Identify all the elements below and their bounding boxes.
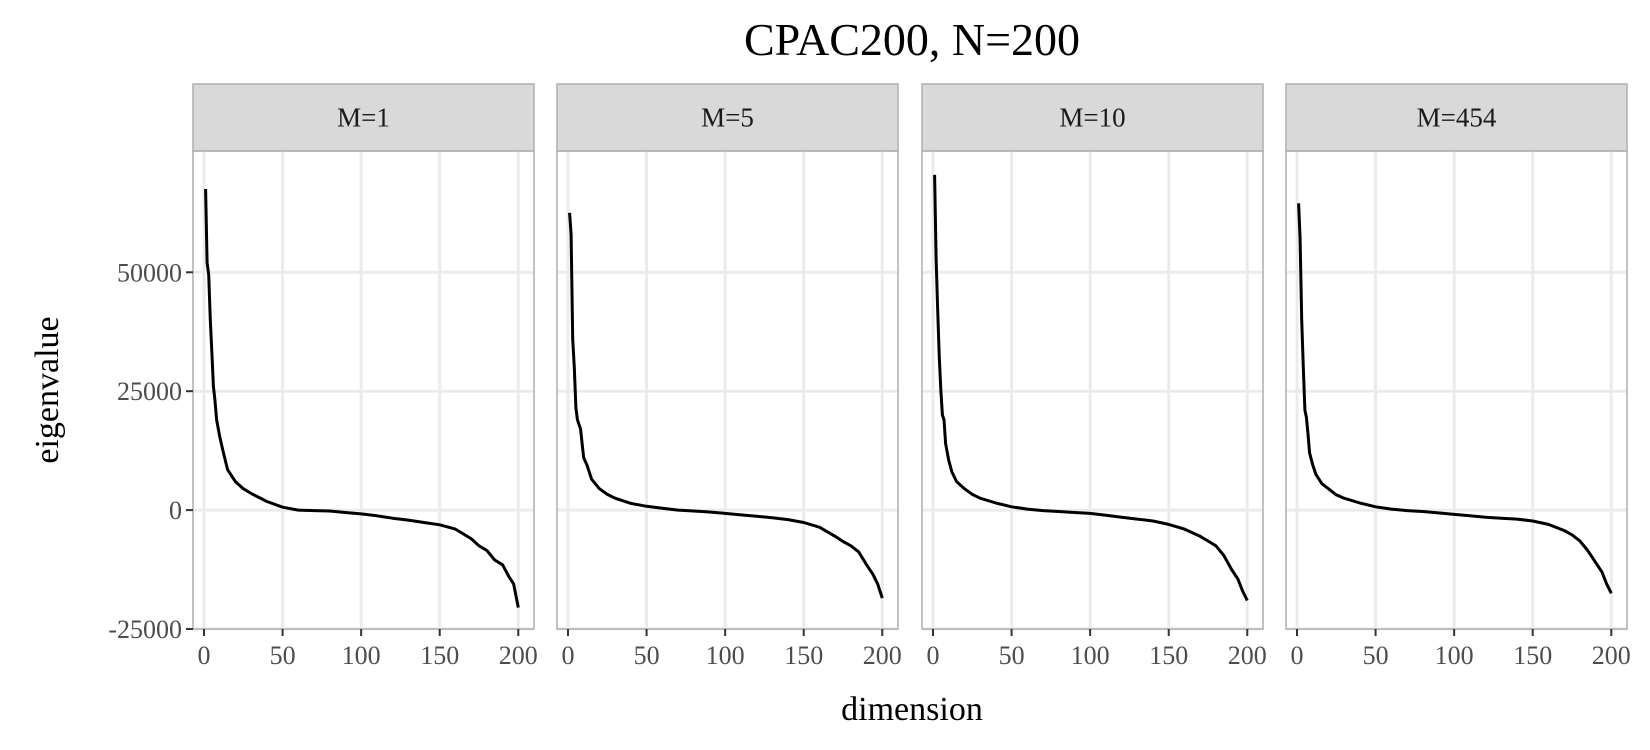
x-tick-label: 150 bbox=[1149, 641, 1188, 670]
panels-group: M=1050100150200M=5050100150200M=10050100… bbox=[193, 84, 1631, 670]
x-tick-label: 100 bbox=[1071, 641, 1110, 670]
panel-3: M=10 0 50 100 150 200 bbox=[922, 84, 1267, 670]
x-tick-label: 100 bbox=[706, 641, 745, 670]
panel-strip-label: M=454 bbox=[1417, 103, 1497, 133]
panel-2: M=5 0 50 100 150 200 bbox=[557, 84, 902, 670]
y-tick-label: 50000 bbox=[117, 258, 182, 287]
x-tick-label: 150 bbox=[420, 641, 459, 670]
y-axis-title: eigenvalue bbox=[29, 316, 66, 463]
panel-strip-label: M=1 bbox=[337, 103, 390, 133]
x-tick-label: 200 bbox=[863, 641, 902, 670]
panel-1: M=1 0 50 100 150 200 bbox=[193, 84, 538, 670]
x-tick-label: 50 bbox=[999, 641, 1025, 670]
panel-4: M=454 0 50 100 150 200 bbox=[1286, 84, 1631, 670]
x-tick-label: 50 bbox=[634, 641, 660, 670]
x-tick-label: 100 bbox=[1435, 641, 1474, 670]
x-tick-label: 200 bbox=[1228, 641, 1267, 670]
y-tick-label: -25000 bbox=[108, 615, 182, 644]
x-axis-title: dimension bbox=[841, 691, 983, 728]
x-tick-label: 150 bbox=[784, 641, 823, 670]
panel-strip-label: M=5 bbox=[701, 103, 754, 133]
y-tick-label: 0 bbox=[169, 496, 182, 525]
x-tick-label: 200 bbox=[1592, 641, 1631, 670]
x-tick-label: 50 bbox=[1363, 641, 1389, 670]
x-tick-label: 50 bbox=[270, 641, 296, 670]
x-tick-label: 0 bbox=[927, 641, 940, 670]
x-tick-label: 0 bbox=[1291, 641, 1304, 670]
panel-strip-label: M=10 bbox=[1059, 103, 1125, 133]
x-tick-label: 200 bbox=[499, 641, 538, 670]
y-tick-label: 25000 bbox=[117, 377, 182, 406]
x-tick-label: 100 bbox=[342, 641, 381, 670]
x-tick-label: 150 bbox=[1513, 641, 1552, 670]
y-axis: -25000 0 25000 50000 bbox=[108, 258, 193, 644]
x-tick-label: 0 bbox=[562, 641, 575, 670]
x-tick-label: 0 bbox=[198, 641, 211, 670]
chart-title: CPAC200, N=200 bbox=[744, 14, 1080, 65]
